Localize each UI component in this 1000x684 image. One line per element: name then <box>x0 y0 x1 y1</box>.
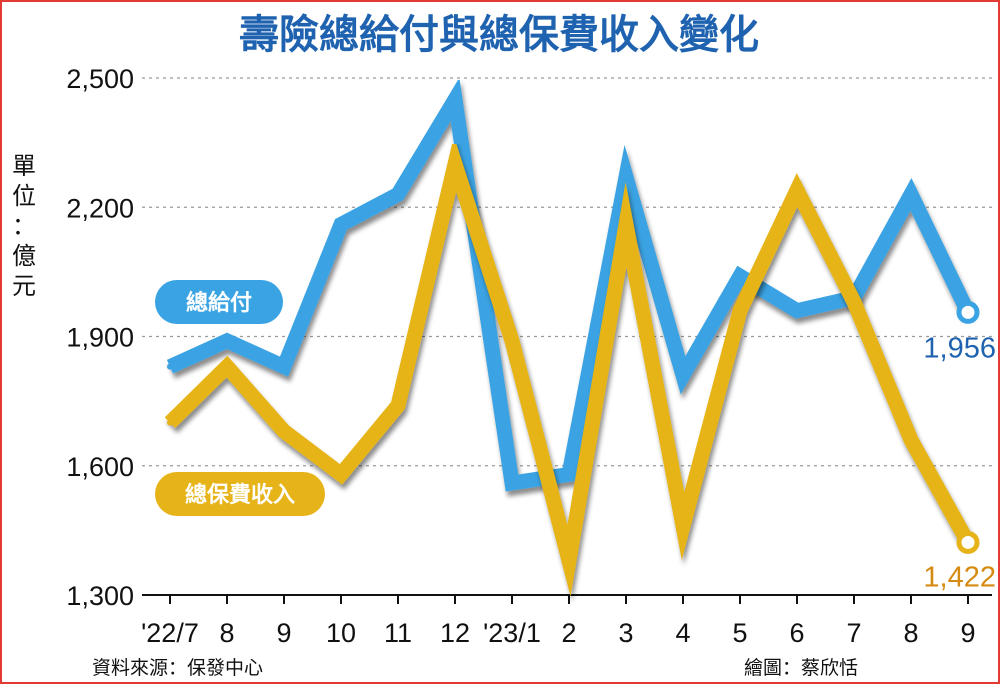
end-value-label: 1,956 <box>923 332 996 364</box>
legend-pill <box>155 280 283 324</box>
x-tick-label: 6 <box>789 618 804 648</box>
credit-note: 繪圖：蔡欣恬 <box>744 657 858 679</box>
unit-label-char: 億 <box>12 242 36 270</box>
data-point <box>509 479 515 486</box>
x-tick-label: 12 <box>440 618 470 648</box>
unit-label-char: ： <box>12 212 36 240</box>
y-tick-label: 1,600 <box>66 452 134 482</box>
series-lines: 1,956 1,422 <box>164 77 996 597</box>
data-point <box>680 372 686 379</box>
data-point <box>395 191 401 198</box>
data-point <box>737 273 743 280</box>
gridlines <box>142 77 992 467</box>
data-point <box>623 221 629 228</box>
legend-pill <box>155 472 325 516</box>
x-tick-label: 11 <box>384 618 412 648</box>
x-tick-label: 3 <box>618 618 633 648</box>
legend-label: 總保費收入 <box>185 482 295 508</box>
data-point <box>338 471 344 478</box>
x-tick-label: 9 <box>276 618 291 648</box>
data-point <box>851 299 857 306</box>
x-tick-label: 4 <box>675 618 690 648</box>
data-point <box>680 523 686 530</box>
data-point <box>167 419 173 426</box>
unit-label: 單位：億元 <box>12 152 36 300</box>
x-tick-label: 8 <box>903 618 918 648</box>
x-axis: '22/7 8 9 10 11 12 '23/1 2 3 4 5 6 7 8 9 <box>141 594 992 648</box>
data-point <box>908 191 914 198</box>
data-point <box>794 187 800 194</box>
x-tick-label: 8 <box>219 618 234 648</box>
x-tick-label: 9 <box>960 618 975 648</box>
y-tick-label: 1,300 <box>66 581 134 611</box>
legend-label: 總給付 <box>186 290 252 316</box>
data-point <box>623 174 629 181</box>
x-tick-label: '22/7 <box>141 618 199 648</box>
x-tick-label: '23/1 <box>483 618 541 648</box>
end-point-marker <box>956 530 980 554</box>
data-point <box>281 428 287 435</box>
data-point <box>452 161 458 168</box>
data-point <box>338 221 344 228</box>
data-point <box>395 402 401 409</box>
chart-title: 壽險總給付與總保費收入變化 <box>239 12 759 58</box>
end-value-label: 1,422 <box>923 561 996 593</box>
source-note: 資料來源：保發中心 <box>92 657 263 679</box>
data-point <box>509 337 515 344</box>
y-tick-label: 2,500 <box>66 64 134 94</box>
data-point <box>566 471 572 478</box>
y-tick-label: 2,200 <box>66 193 134 223</box>
end-point-marker <box>956 300 980 324</box>
unit-label-char: 單 <box>12 152 36 180</box>
unit-label-char: 位 <box>12 182 36 210</box>
data-point <box>167 363 173 370</box>
x-tick-label: 7 <box>846 618 861 648</box>
data-point <box>224 337 230 344</box>
data-point <box>737 307 743 314</box>
data-point <box>452 96 458 103</box>
data-point <box>566 557 572 564</box>
y-tick-label: 1,900 <box>66 323 134 353</box>
x-tick-label: 5 <box>732 618 747 648</box>
data-point <box>908 436 914 443</box>
data-point <box>794 307 800 314</box>
y-axis: 1,300 1,600 1,900 2,200 2,500 <box>66 64 134 611</box>
x-tick-label: 2 <box>561 618 576 648</box>
data-point <box>224 363 230 370</box>
unit-label-char: 元 <box>12 272 36 300</box>
x-tick-label: 10 <box>326 618 356 648</box>
data-point <box>281 363 287 370</box>
